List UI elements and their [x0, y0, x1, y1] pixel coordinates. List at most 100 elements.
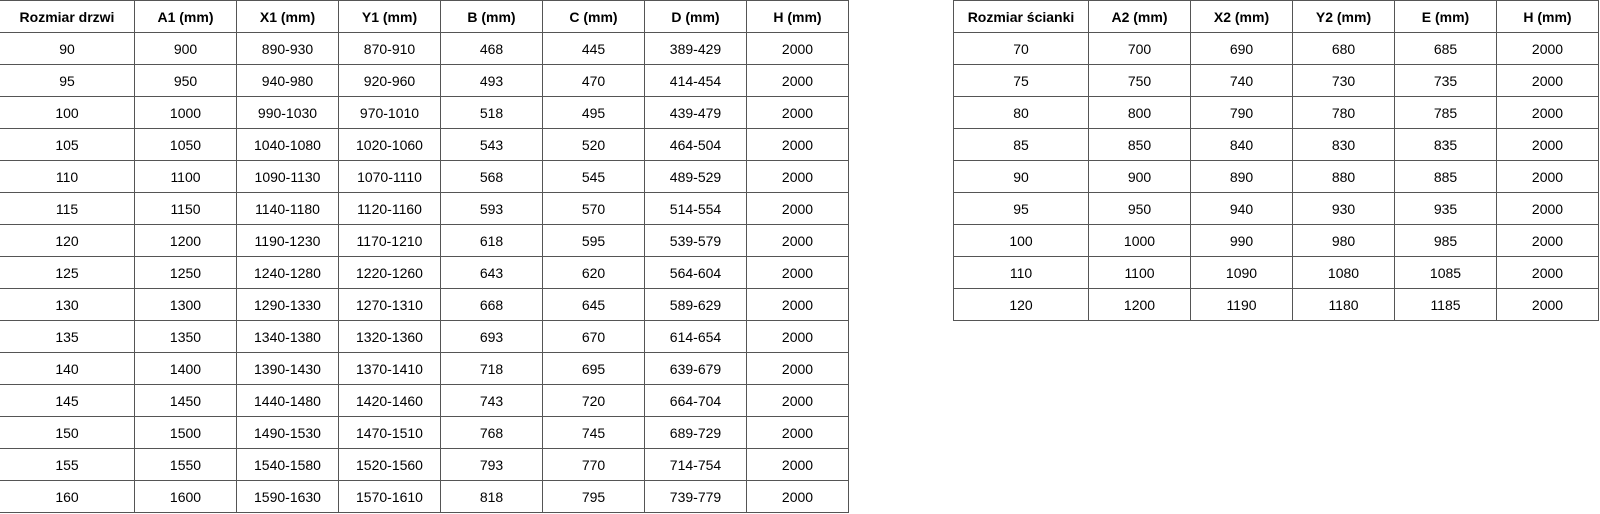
table-cell: 900 — [1088, 160, 1191, 193]
table-cell: 1490-1530 — [236, 416, 339, 449]
table-cell: 835 — [1394, 128, 1497, 161]
table-cell: 135 — [0, 320, 135, 353]
table-cell: 689-729 — [644, 416, 747, 449]
table-cell: 2000 — [1496, 192, 1599, 225]
table-cell: 2000 — [746, 384, 849, 417]
table-cell: 830 — [1292, 128, 1395, 161]
column-header: X2 (mm) — [1190, 0, 1293, 33]
table-cell: 1440-1480 — [236, 384, 339, 417]
table-cell: 1080 — [1292, 256, 1395, 289]
table-cell: 1190-1230 — [236, 224, 339, 257]
table-cell: 770 — [542, 448, 645, 481]
table-row: 105 1050 1040-1080 1020-1060 543 520 464-504 20… — [0, 128, 849, 161]
table-cell: 468 — [440, 32, 543, 65]
table-cell: 2000 — [746, 64, 849, 97]
table-cell: 700 — [1088, 32, 1191, 65]
table-row: 145 1450 1440-1480 1420-1460 743 720 664-704 20… — [0, 384, 849, 417]
table-cell: 639-679 — [644, 352, 747, 385]
table-cell: 518 — [440, 96, 543, 129]
table-cell: 885 — [1394, 160, 1497, 193]
table-cell: 464-504 — [644, 128, 747, 161]
table-cell: 90 — [953, 160, 1089, 193]
table-row: 90 900 890-930 870-910 468 445 389-429 2000 — [0, 32, 849, 65]
table-cell: 2000 — [1496, 64, 1599, 97]
table-cell: 800 — [1088, 96, 1191, 129]
table-cell: 2000 — [746, 256, 849, 289]
table-cell: 1190 — [1190, 288, 1293, 321]
table-cell: 85 — [953, 128, 1089, 161]
table-row: 155 1550 1540-1580 1520-1560 793 770 714-754 20… — [0, 448, 849, 481]
table-cell: 100 — [953, 224, 1089, 257]
column-header: D (mm) — [644, 0, 747, 33]
table-cell: 593 — [440, 192, 543, 225]
table-cell: 125 — [0, 256, 135, 289]
table-cell: 780 — [1292, 96, 1395, 129]
table-cell: 1085 — [1394, 256, 1497, 289]
table-row: 120 1200 1190-1230 1170-1210 618 595 539-579 20… — [0, 224, 849, 257]
table-cell: 110 — [953, 256, 1089, 289]
table-cell: 1200 — [134, 224, 237, 257]
table-cell: 620 — [542, 256, 645, 289]
table-cell: 985 — [1394, 224, 1497, 257]
table-row: 125 1250 1240-1280 1220-1260 643 620 564-604 20… — [0, 256, 849, 289]
table-cell: 920-960 — [338, 64, 441, 97]
table-cell: 1450 — [134, 384, 237, 417]
table-cell: 2000 — [1496, 224, 1599, 257]
table-cell: 990-1030 — [236, 96, 339, 129]
table-cell: 714-754 — [644, 448, 747, 481]
table-cell: 564-604 — [644, 256, 747, 289]
door-table-header: Rozmiar drzwi A1 (mm) X1 (mm) Y1 (mm) B (mm)… — [0, 0, 849, 33]
table-cell: 1290-1330 — [236, 288, 339, 321]
table-cell: 1170-1210 — [338, 224, 441, 257]
table-row: 115 1150 1140-1180 1120-1160 593 570 514-554 20… — [0, 192, 849, 225]
table-cell: 545 — [542, 160, 645, 193]
column-header: A1 (mm) — [134, 0, 237, 33]
table-cell: 1550 — [134, 448, 237, 481]
table-cell: 1150 — [134, 192, 237, 225]
table-cell: 2000 — [746, 320, 849, 353]
table-cell: 1590-1630 — [236, 480, 339, 513]
table-row: 85 850 840 830 835 2000 — [953, 128, 1599, 161]
table-cell: 568 — [440, 160, 543, 193]
table-cell: 2000 — [746, 480, 849, 513]
table-cell: 750 — [1088, 64, 1191, 97]
table-cell: 140 — [0, 352, 135, 385]
table-cell: 95 — [953, 192, 1089, 225]
column-header: H (mm) — [746, 0, 849, 33]
table-cell: 520 — [542, 128, 645, 161]
column-header: A2 (mm) — [1088, 0, 1191, 33]
table-cell: 389-429 — [644, 32, 747, 65]
table-cell: 514-554 — [644, 192, 747, 225]
table-cell: 645 — [542, 288, 645, 321]
table-cell: 70 — [953, 32, 1089, 65]
table-row: 100 1000 990 980 985 2000 — [953, 224, 1599, 257]
table-cell: 120 — [0, 224, 135, 257]
table-cell: 1100 — [134, 160, 237, 193]
column-header: Y2 (mm) — [1292, 0, 1395, 33]
table-cell: 720 — [542, 384, 645, 417]
table-cell: 730 — [1292, 64, 1395, 97]
table-cell: 2000 — [1496, 256, 1599, 289]
column-header: C (mm) — [542, 0, 645, 33]
table-cell: 735 — [1394, 64, 1497, 97]
table-cell: 2000 — [746, 96, 849, 129]
table-cell: 2000 — [746, 32, 849, 65]
table-cell: 105 — [0, 128, 135, 161]
table-cell: 445 — [542, 32, 645, 65]
table-cell: 2000 — [746, 128, 849, 161]
table-cell: 1500 — [134, 416, 237, 449]
table-row: 110 1100 1090-1130 1070-1110 568 545 489-529 20… — [0, 160, 849, 193]
table-cell: 980 — [1292, 224, 1395, 257]
table-cell: 595 — [542, 224, 645, 257]
table-cell: 130 — [0, 288, 135, 321]
table-cell: 470 — [542, 64, 645, 97]
table-cell: 1020-1060 — [338, 128, 441, 161]
table-cell: 1300 — [134, 288, 237, 321]
table-cell: 618 — [440, 224, 543, 257]
table-cell: 1000 — [134, 96, 237, 129]
table-row: 80 800 790 780 785 2000 — [953, 96, 1599, 129]
table-cell: 668 — [440, 288, 543, 321]
table-cell: 680 — [1292, 32, 1395, 65]
table-cell: 1370-1410 — [338, 352, 441, 385]
table-cell: 643 — [440, 256, 543, 289]
